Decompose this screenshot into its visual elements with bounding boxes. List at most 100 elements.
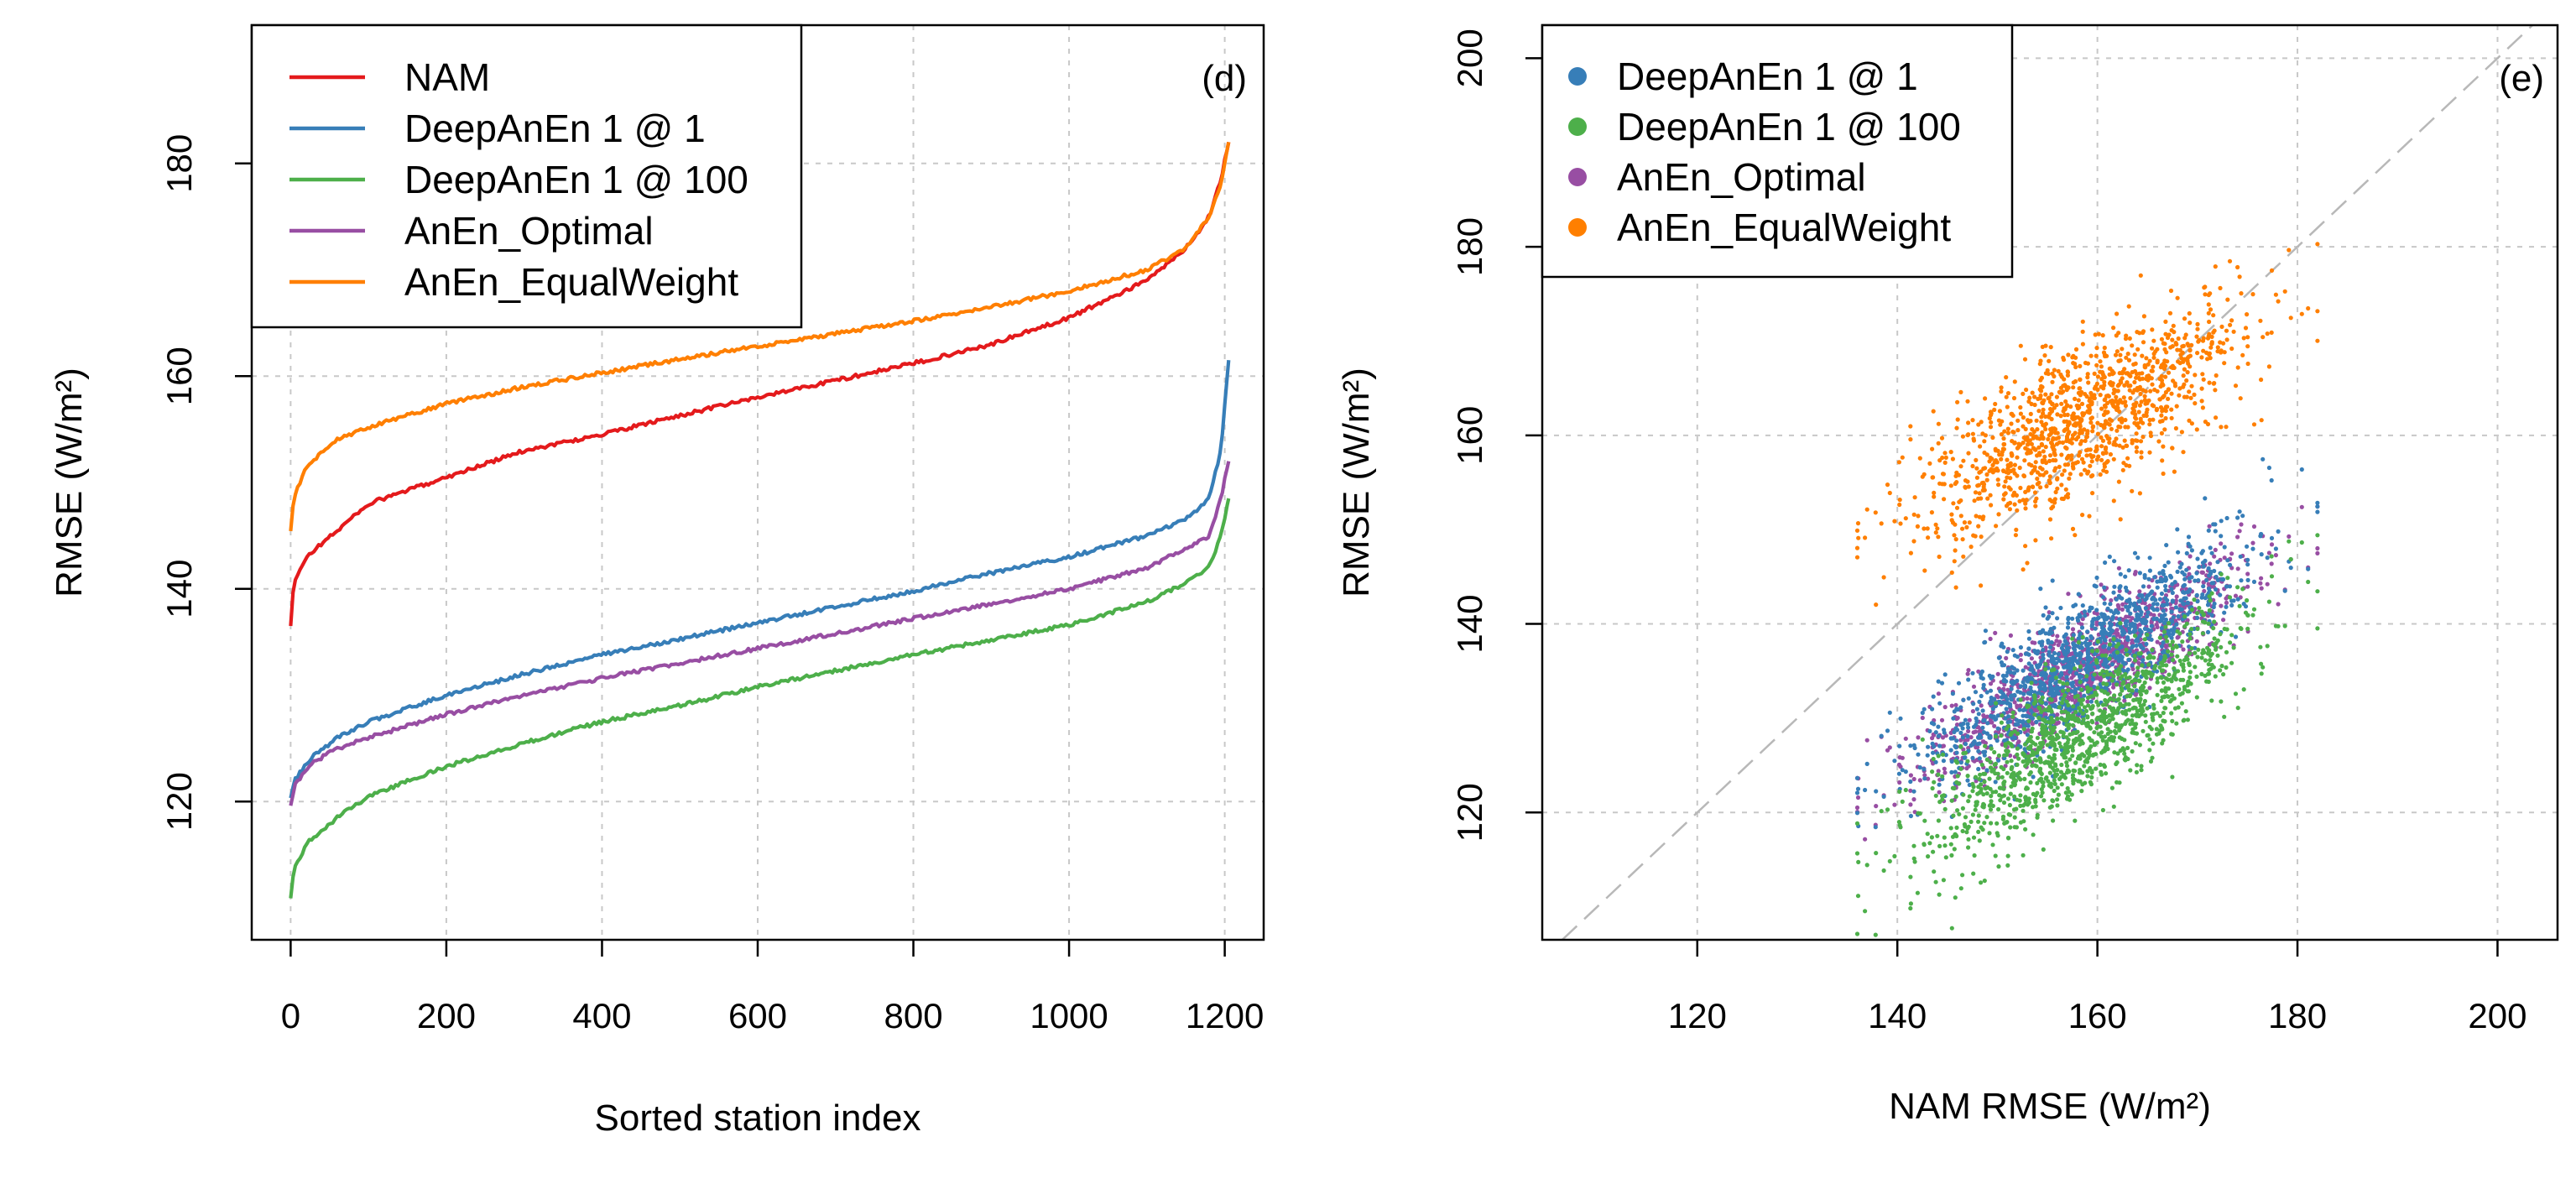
scatter-point xyxy=(1933,879,1938,884)
scatter-point xyxy=(2165,335,2171,341)
scatter-point xyxy=(2076,398,2081,403)
scatter-point xyxy=(2148,591,2153,596)
scatter-point xyxy=(2018,644,2023,650)
scatter-point xyxy=(2043,371,2048,376)
scatter-point xyxy=(2021,424,2026,429)
scatter-point xyxy=(2175,654,2180,659)
scatter-point xyxy=(2224,604,2229,609)
scatter-point xyxy=(2012,680,2017,685)
scatter-point xyxy=(2155,676,2160,681)
scatter-point xyxy=(2099,653,2105,658)
scatter-point xyxy=(2146,655,2151,660)
scatter-point xyxy=(2077,405,2082,410)
scatter-point xyxy=(2125,652,2130,657)
scatter-point xyxy=(2094,608,2099,613)
scatter-point xyxy=(1887,858,1892,863)
scatter-point xyxy=(2245,562,2250,567)
scatter-point xyxy=(2013,778,2018,784)
scatter-point xyxy=(2090,720,2095,725)
scatter-point xyxy=(1973,690,1979,695)
scatter-point xyxy=(2165,677,2171,682)
scatter-point xyxy=(1972,498,1977,503)
scatter-point xyxy=(2208,569,2214,574)
scatter-point xyxy=(2245,577,2250,583)
scatter-point xyxy=(1989,821,1994,826)
scatter-point xyxy=(1963,717,1968,722)
scatter-point xyxy=(1969,735,1974,740)
scatter-point xyxy=(2265,555,2270,561)
scatter-point xyxy=(2089,738,2094,743)
scatter-point xyxy=(2130,748,2135,754)
scatter-point xyxy=(2183,596,2188,601)
scatter-point xyxy=(2004,394,2009,399)
scatter-point xyxy=(2066,617,2071,622)
panel-e-x-axis-title: NAM RMSE (W/m²) xyxy=(1889,1086,2211,1127)
scatter-point xyxy=(2141,702,2146,707)
scatter-point xyxy=(1942,766,1947,771)
scatter-point xyxy=(2047,764,2053,769)
scatter-point xyxy=(2099,750,2104,755)
scatter-point xyxy=(1960,434,1965,439)
scatter-point xyxy=(2261,456,2266,462)
scatter-point xyxy=(2010,710,2015,715)
scatter-point xyxy=(2070,433,2076,438)
scatter-point xyxy=(2218,668,2223,673)
scatter-point xyxy=(2127,604,2132,609)
panel-e-y-tick-label: 120 xyxy=(1450,783,1489,842)
scatter-point xyxy=(2035,651,2040,656)
scatter-point xyxy=(1978,772,1983,777)
panel-d-x-axis-title: Sorted station index xyxy=(595,1098,921,1139)
scatter-point xyxy=(1995,771,2000,776)
scatter-point xyxy=(2245,361,2250,367)
scatter-point xyxy=(2055,712,2060,717)
panel-e-label: (e) xyxy=(2499,58,2544,99)
scatter-point xyxy=(2315,626,2320,631)
scatter-point xyxy=(1900,755,1905,760)
scatter-point xyxy=(2162,649,2167,654)
scatter-point xyxy=(2166,649,2171,654)
scatter-point xyxy=(2031,752,2036,757)
scatter-point xyxy=(2062,717,2067,722)
scatter-point xyxy=(2164,543,2169,548)
scatter-point xyxy=(2123,417,2128,423)
scatter-point xyxy=(2123,708,2129,714)
scatter-point xyxy=(2053,737,2058,742)
scatter-point xyxy=(1999,385,2004,390)
scatter-point xyxy=(1977,699,1982,705)
scatter-point xyxy=(1981,466,1986,472)
panel-e-legend-box xyxy=(1541,23,2014,279)
scatter-point xyxy=(2111,370,2116,376)
scatter-point xyxy=(2042,798,2047,803)
scatter-point xyxy=(2078,386,2083,391)
scatter-point xyxy=(2070,722,2076,728)
scatter-point xyxy=(1930,785,1935,791)
scatter-point xyxy=(2082,693,2087,698)
scatter-point xyxy=(2010,413,2015,418)
scatter-point xyxy=(2070,697,2075,702)
scatter-point xyxy=(2161,629,2167,634)
scatter-point xyxy=(2038,485,2043,490)
scatter-point xyxy=(1984,452,1989,457)
scatter-point xyxy=(2287,534,2292,540)
scatter-point xyxy=(2000,641,2005,646)
scatter-point xyxy=(2041,436,2046,441)
scatter-point xyxy=(2073,691,2078,696)
scatter-point xyxy=(1964,766,1969,771)
scatter-point xyxy=(2200,570,2205,576)
scatter-point xyxy=(2189,627,2194,632)
scatter-point xyxy=(2013,533,2018,538)
scatter-point xyxy=(2073,362,2078,367)
scatter-point xyxy=(2078,363,2083,368)
scatter-point xyxy=(2147,555,2152,561)
scatter-point xyxy=(2222,610,2227,615)
scatter-point xyxy=(1993,630,1998,636)
scatter-point xyxy=(2251,607,2257,612)
scatter-point xyxy=(2002,821,2007,826)
scatter-point xyxy=(2238,554,2243,559)
scatter-point xyxy=(2111,326,2116,331)
scatter-point xyxy=(1885,728,1890,733)
scatter-point xyxy=(2080,711,2085,717)
scatter-point xyxy=(2100,807,2105,813)
scatter-point xyxy=(2208,561,2213,566)
